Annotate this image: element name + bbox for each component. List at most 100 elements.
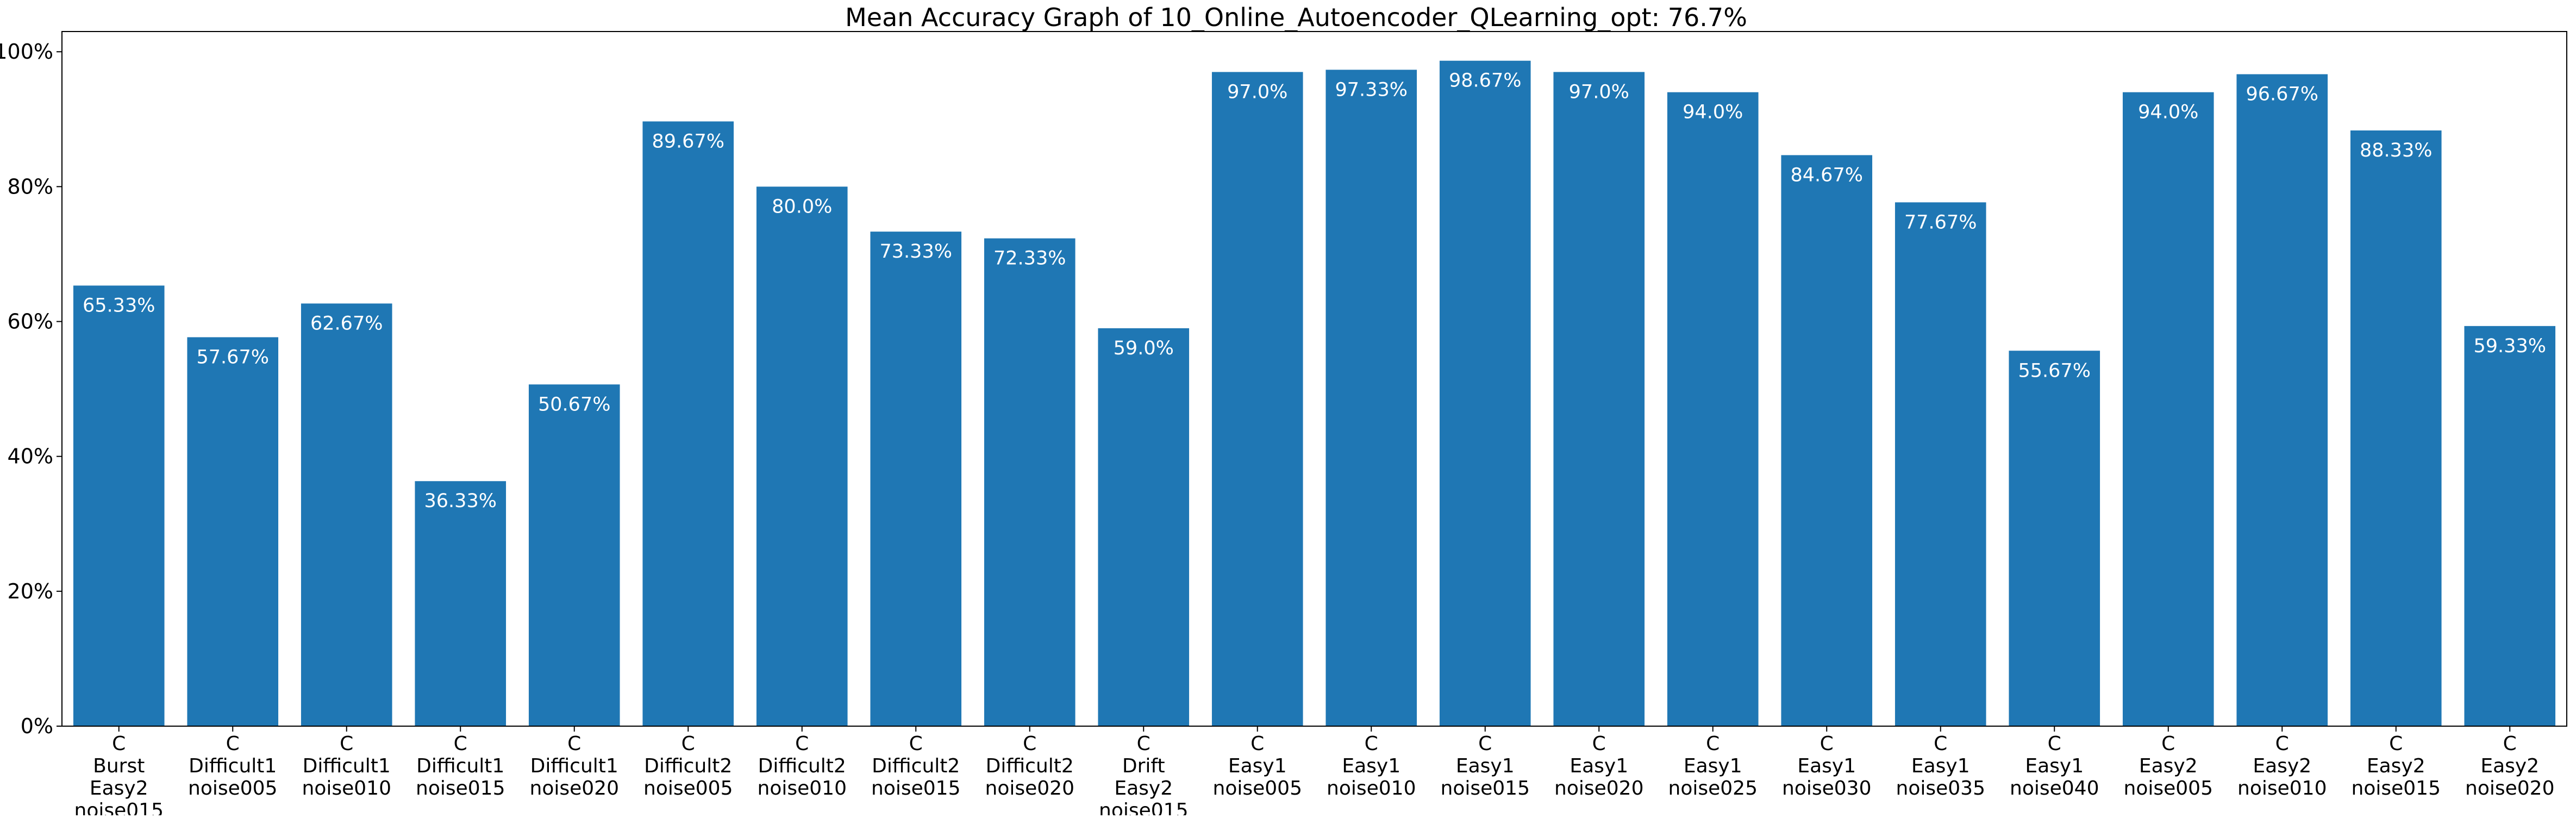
data-label-18: 55.67% [2018,360,2091,382]
x-tick-label-line: C [454,733,467,755]
x-tick-label-line: noise010 [758,777,847,800]
bar-9 [984,238,1076,726]
x-tick-label-line: C [2389,733,2403,755]
data-label-10: 59.0% [1114,338,1174,359]
bar-12 [1325,70,1417,727]
data-label-14: 97.0% [1569,81,1629,103]
y-tick-label-1: 0% [21,714,53,738]
x-tick-label-line: noise005 [2124,777,2213,800]
x-tick-label-line: noise030 [1782,777,1871,800]
x-tick-label-line: noise015 [1441,777,1530,800]
data-label-3: 62.67% [310,313,383,334]
chart-title: Mean Accuracy Graph of 10_Online_Autoenc… [845,3,1747,32]
x-tick-label-line: noise035 [1896,777,1985,800]
bar-18 [2009,351,2100,726]
x-tick-label-line: C [567,733,581,755]
x-tick-label-line: noise010 [2237,777,2327,800]
bar-16 [1781,155,1873,727]
bar-6 [642,121,734,726]
x-tick-label-line: Easy1 [1684,755,1742,777]
data-labels-group: 65.33% 57.67% 62.67% 36.33% 50.67% 89.67% 80.0… [83,70,2546,512]
plot-frame [61,31,2567,727]
x-tick-label-line: noise020 [530,777,619,800]
x-tick-label-line: noise005 [643,777,733,800]
data-label-1: 65.33% [83,295,155,316]
bar-8 [870,232,962,726]
x-tick-label-12: C Easy1 noise010 [1327,733,1416,800]
data-label-6: 89.67% [652,130,724,152]
x-tick-label-15: C Easy1 noise025 [1668,733,1758,800]
bar-17 [1895,202,1986,726]
x-tick-label-line: noise015 [416,777,505,800]
x-tick-label-line: Easy2 [2367,755,2425,777]
x-tick-label-line: Easy1 [1456,755,1515,777]
x-tick-label-line: C [1706,733,1720,755]
x-tick-label-line: noise015 [1099,800,1188,815]
bar-21 [2350,130,2442,726]
x-tick-label-line: noise005 [1213,777,1302,800]
x-tick-label-16: C Easy1 noise030 [1782,733,1871,800]
x-tick-label-1: C Burst Easy2 noise015 [74,733,164,815]
x-tick-label-line: noise015 [2352,777,2441,800]
data-label-2: 57.67% [197,346,269,368]
x-tick-label-line: Easy1 [2025,755,2084,777]
data-label-8: 73.33% [880,241,952,263]
x-tick-label-10: C Drift Easy2 noise015 [1099,733,1188,815]
data-label-17: 77.67% [1904,211,1977,233]
bar-4 [415,481,507,726]
x-tick-label-7: C Difficult2 noise010 [758,733,847,800]
y-tick-label-5: 80% [8,174,53,198]
x-tick-label-line: C [1023,733,1036,755]
x-tick-label-line: Difficult2 [758,755,846,777]
x-tick-label-line: Easy1 [1342,755,1400,777]
x-tick-label-line: Difficult1 [303,755,391,777]
data-label-20: 96.67% [2246,84,2318,105]
x-tick-label-line: noise010 [1327,777,1416,800]
x-tick-label-line: Easy1 [1797,755,1856,777]
bar-2 [187,337,279,726]
x-tick-label-line: noise020 [2465,777,2554,800]
x-tick-label-14: C Easy1 noise020 [1554,733,1643,800]
x-tick-label-line: noise020 [1554,777,1643,800]
x-tick-label-line: noise020 [985,777,1074,800]
data-label-7: 80.0% [772,196,832,217]
x-tick-label-line: C [1934,733,1947,755]
y-tick-label-3: 40% [8,445,53,469]
data-label-15: 94.0% [1683,102,1743,123]
bar-7 [756,186,848,726]
bar-20 [2236,74,2328,726]
x-tick-label-21: C Easy2 noise015 [2352,733,2441,800]
x-tick-label-line: noise015 [871,777,960,800]
bar-15 [1667,92,1759,726]
bar-13 [1439,60,1531,727]
data-label-9: 72.33% [993,248,1066,270]
x-tick-label-line: Easy1 [1911,755,1970,777]
x-tick-label-line: C [1592,733,1606,755]
x-tick-label-line: Difficult2 [872,755,960,777]
x-tick-label-8: C Difficult2 noise015 [871,733,960,800]
bar-14 [1553,72,1645,727]
bar-3 [301,303,392,726]
bar-22 [2464,326,2556,726]
x-tick-label-line: Difficult1 [530,755,618,777]
x-tick-label-22: C Easy2 noise020 [2465,733,2554,800]
x-tick-label-line: C [1365,733,1378,755]
x-tick-label-20: C Easy2 noise010 [2237,733,2327,800]
x-tick-label-line: C [1251,733,1264,755]
data-label-16: 84.67% [1791,164,1863,186]
x-tick-label-line: Difficult1 [189,755,277,777]
x-tick-label-line: noise025 [1668,777,1758,800]
x-tick-label-line: Difficult1 [416,755,504,777]
x-tick-label-line: C [909,733,923,755]
x-tick-label-line: C [1478,733,1492,755]
x-tick-label-11: C Easy1 noise005 [1213,733,1302,800]
x-tick-label-line: Easy2 [2253,755,2311,777]
bar-1 [73,285,165,726]
x-tick-label-line: C [2048,733,2061,755]
bars-group [73,60,2556,727]
x-tick-label-line: noise015 [74,800,164,815]
x-tick-label-line: Easy2 [90,777,148,800]
x-tick-label-line: Easy2 [2139,755,2198,777]
